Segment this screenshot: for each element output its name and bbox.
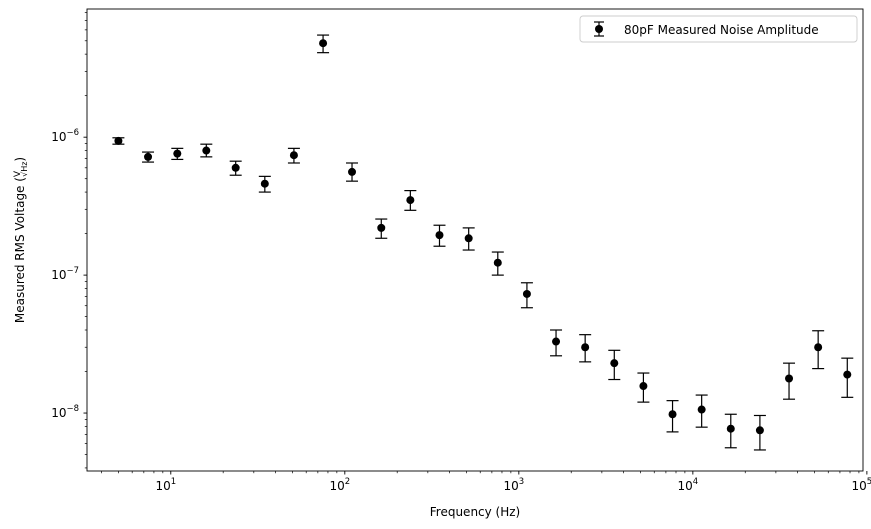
- x-tick-label: 101: [155, 477, 176, 493]
- y-tick-label-base: 10: [51, 406, 66, 420]
- y-axis-label-close: ): [13, 157, 27, 162]
- data-point: [550, 329, 563, 357]
- point-marker: [464, 234, 473, 243]
- point-marker: [668, 410, 677, 419]
- point-marker: [697, 405, 706, 414]
- x-tick-label: 104: [678, 477, 699, 493]
- data-point: [841, 357, 854, 398]
- point-marker: [814, 343, 823, 352]
- data-point: [404, 189, 417, 211]
- y-tick-label-base: 10: [51, 268, 66, 282]
- data-point: [229, 160, 242, 176]
- legend: 80pF Measured Noise Amplitude: [579, 15, 858, 43]
- point-marker: [114, 136, 123, 145]
- point-marker: [319, 39, 328, 48]
- y-axis-unit-denominator-text: Hz: [20, 162, 29, 172]
- data-point: [462, 227, 475, 251]
- data-point: [200, 143, 213, 158]
- data-point: [783, 362, 796, 400]
- point-marker: [348, 167, 357, 176]
- data-point: [258, 175, 271, 193]
- x-tick-label-exponent: 1: [171, 477, 176, 487]
- y-tick-label: 10−6: [51, 128, 79, 144]
- point-marker: [581, 343, 590, 352]
- x-tick-label-base: 10: [329, 479, 344, 493]
- data-point: [171, 147, 184, 161]
- point-marker: [726, 424, 735, 433]
- data-point: [433, 224, 446, 247]
- data-point: [666, 400, 679, 433]
- x-tick-label: 105: [852, 477, 871, 493]
- point-marker: [522, 289, 531, 298]
- point-marker: [610, 359, 619, 368]
- legend-marker: [595, 25, 603, 33]
- x-tick-label-base: 10: [503, 479, 518, 493]
- data-point: [695, 394, 708, 428]
- point-marker: [843, 370, 852, 379]
- data-point: [287, 147, 300, 164]
- y-tick-label-exponent: −7: [66, 266, 79, 276]
- data-point: [491, 251, 504, 276]
- point-marker: [785, 374, 794, 383]
- data-point: [812, 330, 825, 370]
- point-marker: [231, 163, 240, 172]
- x-axis-label: Frequency (Hz): [430, 505, 521, 519]
- data-point: [753, 414, 766, 451]
- legend-label: 80pF Measured Noise Amplitude: [624, 23, 819, 37]
- point-marker: [435, 231, 444, 240]
- y-tick-label: 10−7: [51, 266, 79, 282]
- x-tick-label-exponent: 4: [693, 477, 698, 487]
- data-point: [142, 151, 155, 163]
- x-tick-label-base: 10: [678, 479, 693, 493]
- y-tick-label-exponent: −8: [66, 404, 79, 414]
- y-axis-label: Measured RMS Voltage (V√Hz): [13, 157, 29, 323]
- point-marker: [289, 151, 298, 160]
- data-point: [520, 282, 533, 309]
- data-point: [317, 34, 330, 54]
- data-point: [608, 349, 621, 381]
- x-tick-label: 102: [329, 477, 350, 493]
- point-marker: [173, 149, 182, 158]
- point-marker: [260, 179, 269, 188]
- x-tick-label-exponent: 3: [519, 477, 524, 487]
- data-point: [112, 136, 125, 145]
- y-tick-label-base: 10: [51, 130, 66, 144]
- y-axis-unit-numerator: V: [13, 170, 23, 177]
- x-tick-label-exponent: 5: [867, 477, 871, 487]
- point-marker: [493, 258, 502, 267]
- point-marker: [755, 426, 764, 435]
- point-marker: [552, 337, 561, 346]
- y-axis-unit-denominator: √Hz: [20, 162, 29, 177]
- data-point: [637, 372, 650, 403]
- data-point: [579, 334, 592, 363]
- svg-text:Measured RMS Voltage (V√Hz): Measured RMS Voltage (V√Hz): [13, 157, 29, 323]
- data-series: [112, 34, 854, 451]
- x-tick-label-base: 10: [852, 479, 867, 493]
- x-tick-label-exponent: 2: [345, 477, 350, 487]
- data-point: [724, 413, 737, 449]
- point-marker: [144, 152, 153, 161]
- y-tick-label-exponent: −6: [66, 128, 79, 138]
- point-marker: [377, 223, 386, 232]
- point-marker: [406, 196, 415, 205]
- y-axis-label-text: Measured RMS Voltage (: [13, 177, 27, 323]
- legend-box: [579, 15, 858, 43]
- point-marker: [639, 382, 648, 391]
- axes-frame: [86, 8, 864, 472]
- x-tick-label-base: 10: [155, 479, 170, 493]
- y-tick-label: 10−8: [51, 404, 79, 420]
- x-tick-label: 103: [503, 477, 524, 493]
- data-point: [375, 218, 388, 239]
- data-point: [346, 162, 359, 182]
- point-marker: [202, 146, 211, 155]
